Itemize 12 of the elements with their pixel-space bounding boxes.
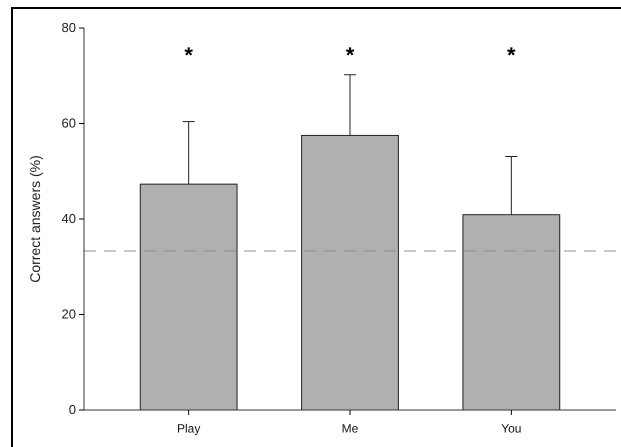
x-tick-label: Play (176, 421, 200, 436)
y-axis-title: Correct answers (%) (27, 155, 43, 283)
x-tick-label: You (501, 421, 522, 436)
y-tick-label: 40 (62, 211, 76, 226)
annotation: * (346, 42, 355, 68)
y-tick-label: 20 (62, 306, 76, 322)
annotation: * (507, 42, 516, 68)
y-tick-label: 0 (68, 402, 76, 418)
y-tick-label: 80 (62, 20, 76, 36)
annotation: * (184, 42, 194, 68)
x-tick-label: Me (342, 421, 359, 436)
y-tick-label: 60 (62, 116, 76, 131)
